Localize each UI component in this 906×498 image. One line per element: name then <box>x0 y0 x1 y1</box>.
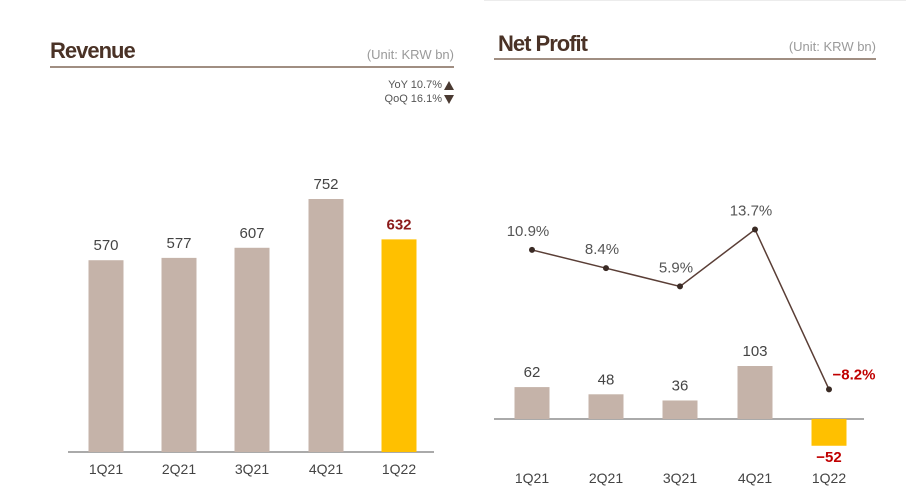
revenue-bar <box>308 199 344 452</box>
revenue-value-label: 632 <box>386 216 411 233</box>
revenue-qoq-label: QoQ 16.1% <box>384 93 442 105</box>
revenue-category-label: 3Q21 <box>235 461 269 477</box>
net-profit-margin-label: 5.9% <box>659 259 693 276</box>
revenue-value-label: 570 <box>93 237 118 254</box>
revenue-title: Revenue <box>50 38 136 63</box>
revenue-growth-box: YoY 10.7% QoQ 16.1% <box>385 78 454 106</box>
revenue-qoq-row: QoQ 16.1% <box>385 92 454 106</box>
revenue-value-label: 607 <box>239 225 264 242</box>
net-profit-panel: Net Profit (Unit: KRW bn) 62 1Q21 48 2Q21 36… <box>484 0 906 497</box>
revenue-category-label: 4Q21 <box>309 461 343 477</box>
net-profit-category-label: 2Q21 <box>589 470 623 486</box>
net-profit-bar <box>662 400 698 419</box>
revenue-panel: Revenue (Unit: KRW bn) YoY 10.7% QoQ 16.… <box>50 38 454 477</box>
net-profit-value-label: 48 <box>598 371 615 388</box>
net-profit-bar <box>588 394 624 419</box>
revenue-bar <box>161 257 197 452</box>
revenue-bar <box>88 260 124 452</box>
net-profit-category-label: 1Q22 <box>812 470 846 486</box>
net-profit-chart: 62 1Q21 48 2Q21 36 3Q21 103 4Q21 −52 1Q22 10.9% 8.4… <box>494 202 876 486</box>
net-profit-margin-label: 13.7% <box>730 202 773 219</box>
revenue-unit-label: (Unit: KRW bn) <box>366 47 454 62</box>
net-profit-margin-point <box>677 283 683 290</box>
net-profit-bar <box>737 366 773 419</box>
triangle-up-icon <box>444 80 454 90</box>
net-profit-margin-line <box>531 228 830 390</box>
net-profit-title: Net Profit <box>498 31 588 56</box>
net-profit-margin-label: 8.4% <box>585 241 619 258</box>
net-profit-margin-point <box>529 246 535 253</box>
revenue-yoy-label: YoY 10.7% <box>388 79 442 91</box>
revenue-category-label: 2Q21 <box>162 461 196 477</box>
revenue-value-label: 752 <box>313 176 338 193</box>
revenue-category-label: 1Q21 <box>89 461 123 477</box>
net-profit-category-label: 3Q21 <box>663 470 697 486</box>
net-profit-category-label: 1Q21 <box>515 470 549 486</box>
net-profit-category-label: 4Q21 <box>738 470 772 486</box>
triangle-down-icon <box>444 94 454 104</box>
net-profit-margin-label: −8.2% <box>833 366 876 383</box>
revenue-yoy-row: YoY 10.7% <box>385 78 454 92</box>
net-profit-value-label: −52 <box>816 449 841 466</box>
net-profit-title-rule <box>494 58 876 60</box>
revenue-chart: 570 1Q21 577 2Q21 607 3Q21 752 4Q21 632 1Q22 <box>68 176 434 477</box>
net-profit-bar <box>514 387 550 419</box>
revenue-value-label: 577 <box>166 235 191 252</box>
net-profit-value-label: 62 <box>524 364 541 381</box>
net-profit-margin-label: 10.9% <box>507 223 550 240</box>
net-profit-unit-label: (Unit: KRW bn) <box>788 39 876 54</box>
net-profit-bar <box>811 419 847 446</box>
revenue-title-rule <box>50 66 454 68</box>
net-profit-margin-point <box>603 265 609 272</box>
net-profit-value-label: 103 <box>742 343 767 360</box>
revenue-bar <box>381 239 417 452</box>
net-profit-value-label: 36 <box>672 377 689 394</box>
net-profit-margin-point <box>752 226 758 233</box>
revenue-bar <box>234 247 270 452</box>
net-profit-margin-point <box>826 386 832 393</box>
revenue-category-label: 1Q22 <box>382 461 416 477</box>
